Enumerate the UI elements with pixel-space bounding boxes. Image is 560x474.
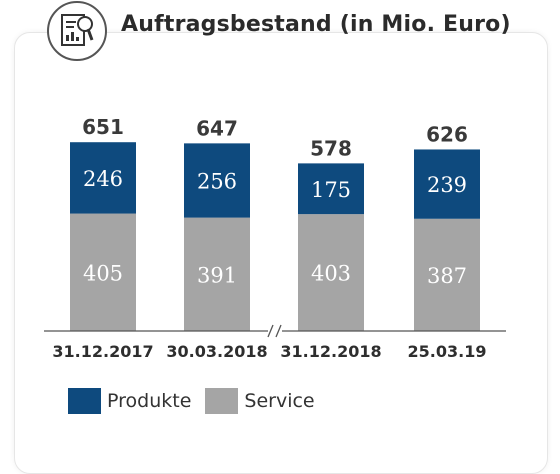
bar-service-1 — [184, 217, 250, 331]
x-tick-label-2: 31.12.2018 — [280, 342, 381, 361]
bar-service-2 — [298, 214, 364, 331]
x-tick-label-0: 31.12.2017 — [52, 342, 153, 361]
total-label-2: 578 — [310, 136, 352, 160]
legend-item-produkte: Produkte — [68, 388, 191, 414]
legend-label-produkte: Produkte — [107, 390, 192, 412]
bar-produkte-0 — [70, 142, 136, 214]
total-label-1: 647 — [196, 116, 238, 140]
bar-service-0 — [70, 213, 136, 331]
bar-label-produkte-1: 256 — [197, 169, 237, 193]
legend-item-service: Service — [205, 388, 315, 414]
x-tick-label-1: 30.03.2018 — [166, 342, 267, 361]
bar-chart: 405 246 651 31.12.2017 391 256 647 30.03.2018 40… — [44, 115, 506, 361]
bar-label-produkte-2: 175 — [311, 178, 351, 202]
chart-title: Auftragsbestand (in Mio. Euro) — [121, 12, 511, 37]
bar-produkte-3 — [414, 149, 480, 219]
bar-produkte-1 — [184, 143, 250, 218]
bar-service-3 — [414, 218, 480, 331]
total-label-3: 626 — [426, 122, 468, 146]
bar-label-service-2: 403 — [311, 262, 351, 286]
axis-break-mark-left — [267, 324, 274, 338]
axis-break-mark-right — [275, 324, 282, 338]
legend-swatch-produkte — [68, 388, 101, 414]
bar-label-produkte-3: 239 — [427, 173, 467, 197]
document-search-icon — [47, 1, 107, 61]
legend: Produkte Service — [68, 388, 329, 414]
bar-label-service-0: 405 — [83, 261, 123, 285]
legend-swatch-service — [205, 388, 239, 414]
bar-label-service-1: 391 — [197, 263, 237, 287]
bar-produkte-2 — [298, 163, 364, 215]
bar-label-service-3: 387 — [427, 264, 467, 288]
x-tick-label-3: 25.03.19 — [408, 342, 487, 361]
bar-label-produkte-0: 246 — [83, 167, 123, 191]
total-label-0: 651 — [82, 115, 124, 139]
legend-label-service: Service — [244, 390, 315, 412]
